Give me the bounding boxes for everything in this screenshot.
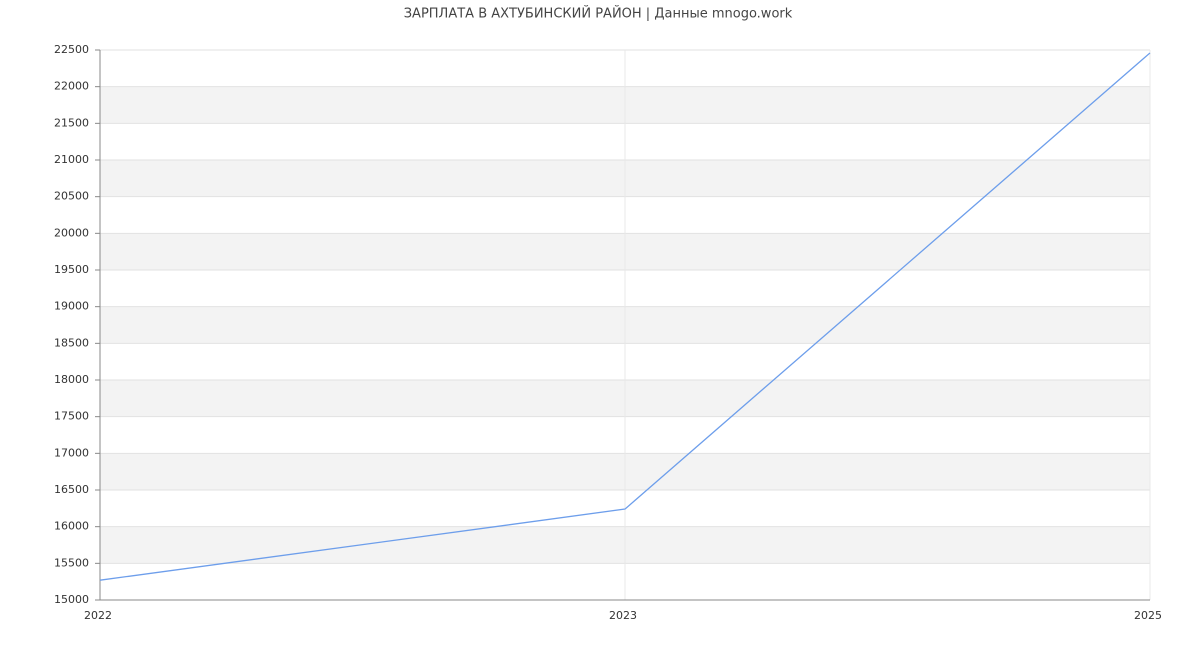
y-tick-label: 21500 [54,116,89,129]
y-tick-label: 21000 [54,153,89,166]
x-tick-label: 2025 [1134,609,1162,622]
y-tick-label: 20000 [54,226,89,239]
y-tick-label: 20500 [54,190,89,203]
y-tick-label: 17500 [54,410,89,423]
y-tick-label: 16000 [54,520,89,533]
y-tick-label: 18000 [54,373,89,386]
y-tick-label: 19500 [54,263,89,276]
chart-title: ЗАРПЛАТА В АХТУБИНСКИЙ РАЙОН | Данные mn… [404,6,793,22]
y-tick-label: 15500 [54,556,89,569]
x-tick-label: 2022 [84,609,112,622]
y-tick-label: 22500 [54,43,89,56]
y-tick-label: 17000 [54,446,89,459]
y-tick-label: 15000 [54,593,89,606]
x-tick-label: 2023 [609,609,637,622]
y-tick-label: 22000 [54,80,89,93]
y-tick-label: 18500 [54,336,89,349]
y-tick-label: 19000 [54,300,89,313]
line-series [99,52,1151,581]
y-tick-label: 16500 [54,483,89,496]
